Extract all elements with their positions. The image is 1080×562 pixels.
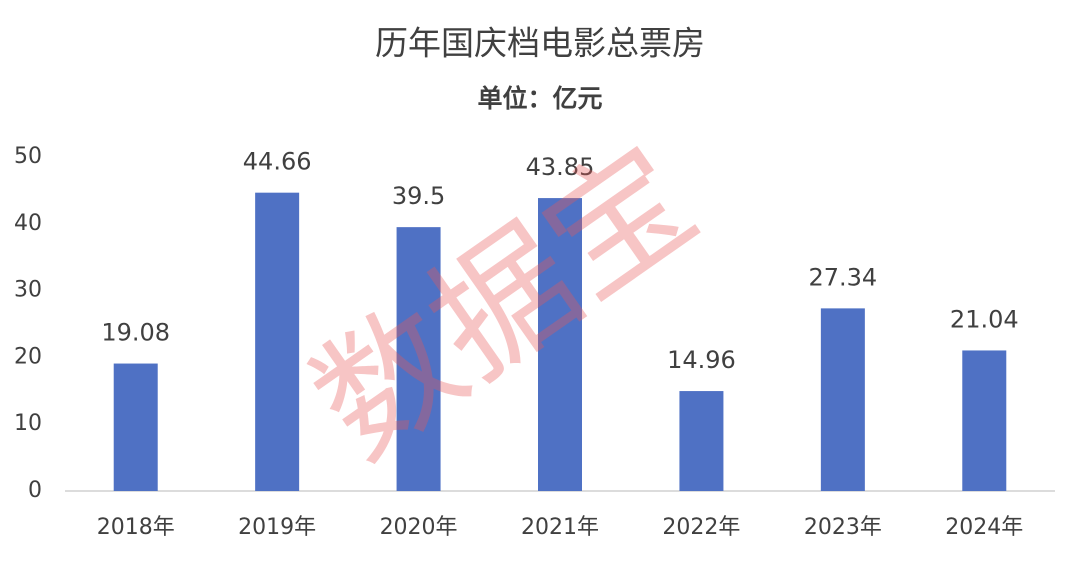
- value-label: 44.66: [243, 148, 312, 176]
- bar: [679, 391, 724, 491]
- y-tick-label: 20: [14, 344, 42, 369]
- bar: [113, 363, 158, 491]
- x-tick-label: 2019年: [238, 515, 316, 540]
- value-label: 21.04: [950, 305, 1019, 333]
- value-label: 39.5: [392, 182, 445, 210]
- bar: [962, 350, 1007, 491]
- value-label: 14.96: [667, 346, 736, 374]
- chart-subtitle: 单位：亿元: [477, 84, 602, 113]
- chart-title: 历年国庆档电影总票房: [375, 24, 705, 63]
- y-tick-label: 40: [14, 211, 42, 236]
- bar: [538, 198, 582, 491]
- x-tick-label: 2020年: [380, 515, 458, 540]
- y-tick-label: 10: [14, 411, 42, 436]
- bar: [396, 227, 441, 491]
- y-tick-label: 30: [14, 278, 42, 303]
- x-tick-label: 2023年: [804, 515, 882, 540]
- value-label: 27.34: [808, 263, 877, 291]
- x-tick-label: 2021年: [521, 515, 599, 540]
- bar: [820, 308, 865, 491]
- x-tick-label: 2024年: [945, 515, 1023, 540]
- watermark: 数据宝: [286, 115, 724, 489]
- x-tick-label: 2018年: [97, 515, 175, 540]
- value-label: 43.85: [526, 153, 595, 181]
- y-tick-label: 0: [28, 478, 42, 503]
- y-tick-label: 50: [14, 144, 42, 169]
- value-label: 19.08: [101, 319, 170, 347]
- x-tick-label: 2022年: [662, 515, 740, 540]
- bar: [255, 192, 300, 491]
